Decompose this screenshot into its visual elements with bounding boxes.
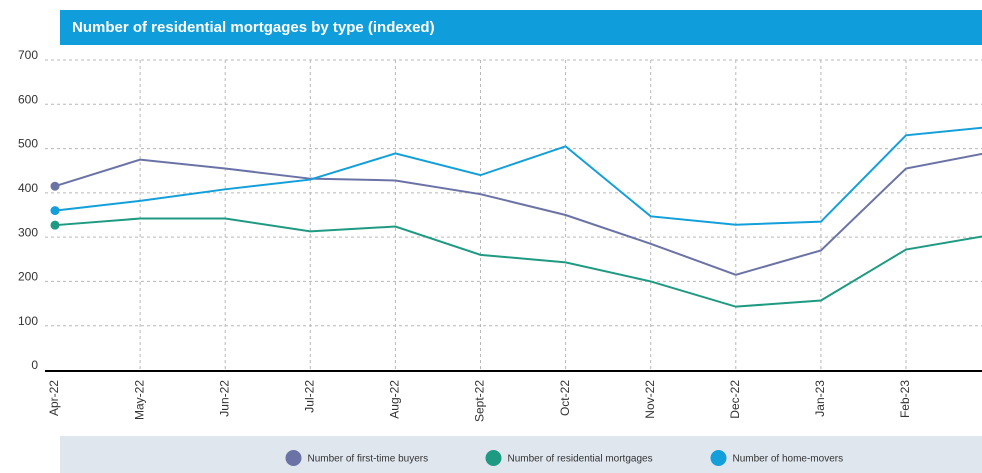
x-tick-label: Sept-22 — [473, 380, 487, 422]
start-marker — [50, 181, 60, 191]
start-marker — [50, 220, 60, 230]
series-line — [54, 126, 982, 226]
legend-label: Number of first-time buyers — [308, 454, 429, 465]
y-tick-label: 100 — [18, 314, 38, 328]
x-tick-label: May-22 — [132, 380, 146, 420]
y-tick-label: 400 — [18, 181, 38, 195]
chart-title: Number of residential mortgages by type … — [72, 19, 435, 36]
legend-swatch — [485, 450, 502, 466]
legend-label: Number of home-movers — [733, 454, 844, 465]
legend-swatch — [285, 450, 302, 466]
x-tick-label: Jan-23 — [813, 380, 827, 417]
legend-swatch — [710, 450, 727, 466]
series-line — [54, 217, 982, 308]
y-tick-label: 700 — [18, 48, 38, 62]
y-tick-label: 600 — [18, 92, 38, 106]
legend-band — [60, 436, 982, 473]
x-tick-label: Dec-22 — [728, 380, 742, 419]
x-tick-label: Nov-22 — [643, 380, 657, 419]
x-tick-label: Feb-23 — [898, 380, 912, 418]
x-tick-label: Aug-22 — [388, 380, 402, 419]
x-tick-label: Apr-22 — [47, 380, 61, 416]
x-tick-label: Jul-22 — [302, 380, 316, 413]
y-tick-label: 500 — [18, 137, 38, 151]
series-line — [54, 152, 982, 276]
y-tick-label: 0 — [31, 358, 38, 372]
start-marker — [50, 206, 60, 216]
y-tick-label: 200 — [18, 270, 38, 284]
y-tick-label: 300 — [18, 225, 38, 239]
title-bar — [60, 10, 982, 45]
x-tick-label: Oct-22 — [558, 380, 572, 416]
legend-label: Number of residential mortgages — [508, 454, 653, 465]
x-tick-label: Jun-22 — [217, 380, 231, 417]
